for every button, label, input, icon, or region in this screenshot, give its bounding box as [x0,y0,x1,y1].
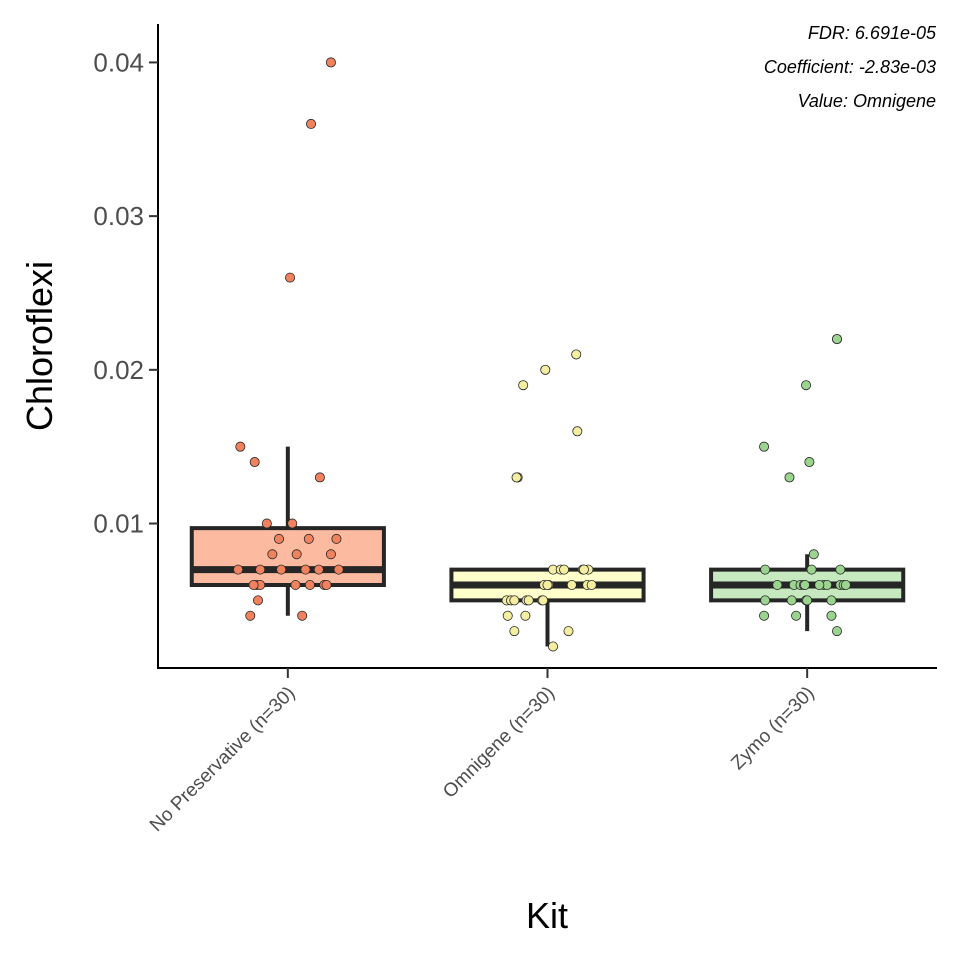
data-point [578,564,589,575]
data-point [325,549,336,560]
y-tick-label: 0.01 [93,509,144,539]
data-point [502,610,513,621]
data-point [518,380,529,391]
box-iqr [189,526,386,588]
x-tick-label: Omnigene (n=30) [439,683,559,803]
y-tick-label: 0.02 [93,355,144,385]
data-point [784,472,795,483]
data-point [806,564,817,575]
data-point [826,595,837,606]
data-point [831,334,842,345]
data-point [325,57,336,68]
data-point [559,564,570,575]
y-tick-label: 0.04 [93,47,144,77]
data-point [542,580,553,591]
data-point [321,580,332,591]
data-point [304,580,315,591]
data-point [333,564,344,575]
annotation-block: FDR: 6.691e-05 Coefficient: -2.83e-03 Va… [764,23,937,111]
data-point [538,595,549,606]
data-point [291,549,302,560]
data-point [571,349,582,360]
data-point [760,564,771,575]
y-ticks-layer: 0.01 0.02 0.03 0.04 [93,47,158,539]
data-point [233,564,244,575]
data-point [245,610,256,621]
data-point [290,580,301,591]
data-point [523,595,534,606]
data-point [249,457,260,468]
data-point [548,641,559,652]
data-point [287,518,298,529]
data-point [572,426,583,437]
data-point [759,441,770,452]
data-point [314,472,325,483]
data-point [297,610,308,621]
data-point [331,533,342,544]
data-point [273,533,284,544]
data-point [255,564,266,575]
data-point [285,272,296,283]
data-point [760,595,771,606]
y-axis-title: Chloroflexi [19,261,60,431]
data-point [540,364,551,375]
data-point [826,610,837,621]
data-point [267,549,278,560]
x-tick-label: No Preservative (n=30) [146,683,299,836]
data-point [303,533,314,544]
data-point [791,610,802,621]
data-point [261,518,272,529]
data-point [248,580,259,591]
data-point [300,564,311,575]
data-point [831,626,842,637]
data-point [840,580,851,591]
data-point [586,580,597,591]
data-point [808,549,819,560]
data-point [801,380,812,391]
data-point [759,610,770,621]
data-point [835,564,846,575]
points-layer [233,57,851,652]
data-point [786,595,797,606]
data-point [563,626,574,637]
data-point [799,580,810,591]
data-point [235,441,246,452]
data-point [253,595,264,606]
data-point [509,626,520,637]
x-tick-label: Zymo (n=30) [727,683,818,774]
data-point [509,595,520,606]
annotation-value: Value: Omnigene [798,91,936,111]
data-point [802,595,813,606]
x-ticks-layer: No Preservative (n=30) Omnigene (n=30) Zym… [146,668,819,836]
data-point [520,610,531,621]
annotation-coefficient: Coefficient: -2.83e-03 [764,57,936,77]
data-point [313,564,324,575]
data-point [511,472,522,483]
data-point [814,580,825,591]
y-tick-label: 0.03 [93,201,144,231]
data-point [804,457,815,468]
data-point [276,564,287,575]
data-point [772,580,783,591]
annotation-fdr: FDR: 6.691e-05 [808,23,937,43]
data-point [306,118,317,129]
x-axis-title: Kit [526,895,568,936]
data-point [566,580,577,591]
